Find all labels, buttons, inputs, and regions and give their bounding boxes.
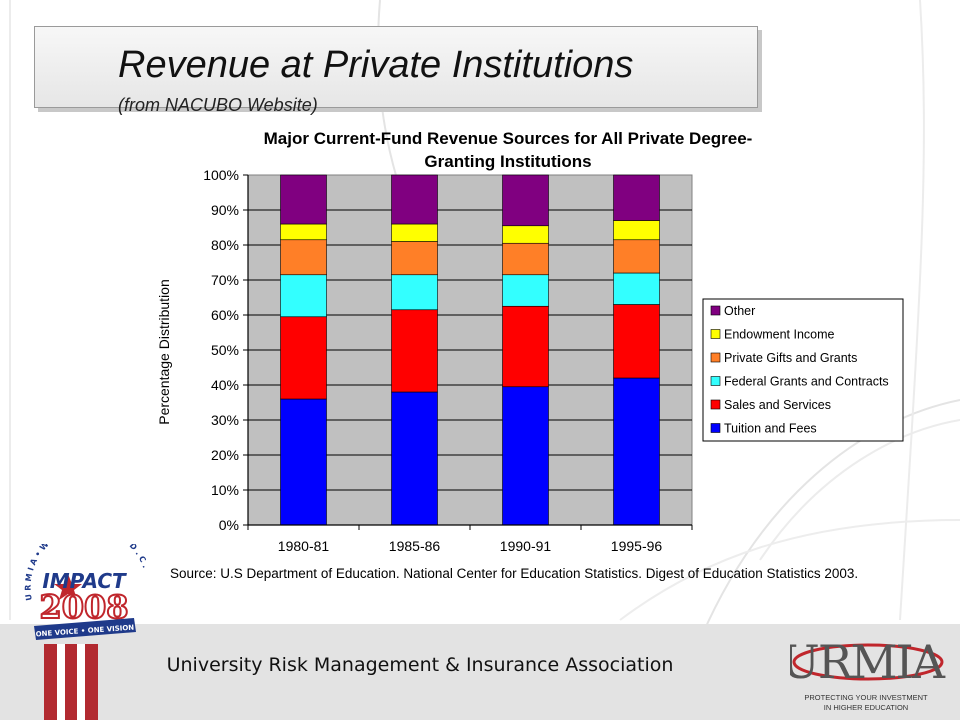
bar-segment [613, 239, 660, 274]
bar-segment [391, 223, 438, 242]
stacked-bar-chart: Major Current-Fund Revenue Sources for A… [156, 129, 904, 554]
bar-segment [391, 174, 438, 225]
bar-segment [613, 220, 660, 241]
x-tick-label: 1990-91 [500, 538, 552, 554]
legend-swatch [710, 352, 721, 363]
bar-segment [280, 223, 327, 241]
y-axis-label: Percentage Distribution [156, 279, 172, 425]
urmia-logo: URMIA PROTECTING YOUR INVESTMENT IN HIGH… [790, 635, 948, 712]
y-tick-label: 0% [219, 517, 239, 533]
legend-swatch [710, 423, 721, 433]
legend-swatch [710, 376, 721, 386]
bar-segment [613, 377, 660, 526]
svg-text:PROTECTING YOUR INVESTMENT: PROTECTING YOUR INVESTMENT [804, 693, 928, 702]
chart-title-line-1: Major Current-Fund Revenue Sources for A… [264, 129, 753, 148]
legend-swatch [710, 329, 721, 339]
bar-segment [280, 239, 327, 276]
slide-subtitle: (from NACUBO Website) [118, 95, 318, 115]
bar-segment [613, 304, 660, 379]
bar-segment [280, 274, 327, 318]
bar-segment [502, 225, 549, 244]
bar-segment [391, 274, 438, 311]
bar-segment [502, 305, 549, 388]
y-axis-ticks: 0% 10% 20% 30% 40% 50% 60% 70% 80% 90% 100% [203, 167, 249, 533]
bar-segment [502, 174, 549, 227]
footer-bar [0, 624, 960, 720]
legend-box [702, 298, 904, 442]
bar-segment [613, 272, 660, 305]
bar-segment [391, 241, 438, 276]
bar-segment [502, 274, 549, 307]
bar-segment [502, 386, 549, 526]
slide-title: Revenue at Private Institutions [118, 44, 634, 86]
y-tick-label: 30% [211, 412, 239, 428]
y-tick-label: 90% [211, 202, 239, 218]
bars [280, 174, 660, 526]
svg-text:IN HIGHER EDUCATION: IN HIGHER EDUCATION [824, 703, 908, 712]
bar-segment [613, 174, 660, 221]
legend-swatch [710, 305, 721, 316]
x-axis-ticks: 1980-81 1985-86 1990-91 1995-96 [247, 524, 693, 554]
x-tick-label: 1985-86 [389, 538, 441, 554]
legend-swatch [710, 399, 721, 410]
x-tick-label: 1980-81 [278, 538, 330, 554]
svg-text:URMIA: URMIA [790, 635, 946, 689]
title-box [34, 26, 758, 108]
bar-segment [391, 309, 438, 393]
y-tick-label: 80% [211, 237, 239, 253]
bar-segment [280, 398, 327, 526]
bar-segment [280, 174, 327, 225]
y-tick-label: 50% [211, 342, 239, 358]
svg-text:IMPACT: IMPACT [42, 569, 127, 593]
y-tick-label: 20% [211, 447, 239, 463]
y-tick-label: 10% [211, 482, 239, 498]
bar-segment [391, 391, 438, 526]
chart-title-line-2: Granting Institutions [424, 152, 591, 171]
impact-2008-logo: U R M I A • W A S H I N G T O N , D . C … [24, 544, 150, 720]
legend-label: Federal Grants and Contracts [724, 375, 889, 389]
bar-segment [280, 316, 327, 400]
source-note: Source: U.S Department of Education. Nat… [170, 566, 859, 581]
legend-label: Tuition and Fees [724, 422, 817, 436]
legend-label: Endowment Income [724, 328, 835, 342]
legend-label: Other [724, 304, 755, 318]
legend: Other Endowment Income Private Gifts and G… [702, 298, 904, 442]
y-tick-label: 40% [211, 377, 239, 393]
y-tick-label: 60% [211, 307, 239, 323]
x-tick-label: 1995-96 [611, 538, 663, 554]
bar-segment [502, 242, 549, 276]
y-tick-label: 100% [203, 167, 239, 183]
footer-text: University Risk Management & Insurance A… [166, 654, 674, 676]
legend-label: Private Gifts and Grants [724, 351, 857, 365]
legend-label: Sales and Services [724, 398, 831, 412]
y-tick-label: 70% [211, 272, 239, 288]
